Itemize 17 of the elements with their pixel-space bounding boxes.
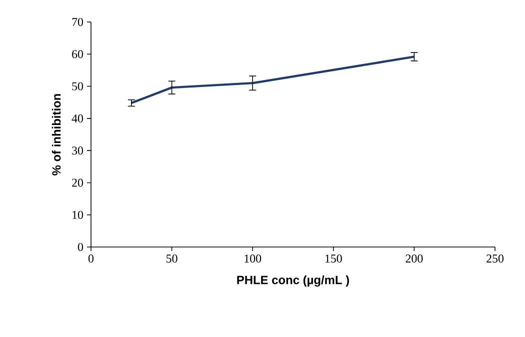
y-tick-label: 20	[72, 178, 84, 187]
y-tick-label: 30	[72, 146, 84, 155]
y-tick-label: 10	[72, 210, 84, 219]
x-axis-title: PHLE conc (µg/mL )	[237, 275, 349, 287]
x-tick-label: 50	[166, 254, 178, 263]
y-tick-label: 60	[72, 50, 84, 58]
x-tick-label: 200	[406, 254, 423, 263]
x-tick-label: 0	[88, 254, 94, 263]
y-tick-label: 70	[72, 18, 84, 26]
x-tick-label: 100	[244, 254, 262, 263]
y-tick-label: 40	[72, 114, 84, 122]
line-series	[130, 56, 416, 104]
y-axis-title: % of inhibition	[52, 94, 61, 176]
y-tick-label: 0	[78, 242, 84, 252]
y-tick-label: 50	[72, 82, 84, 90]
x-tick-label: 250	[486, 254, 504, 263]
x-tick-label: 150	[325, 254, 342, 263]
